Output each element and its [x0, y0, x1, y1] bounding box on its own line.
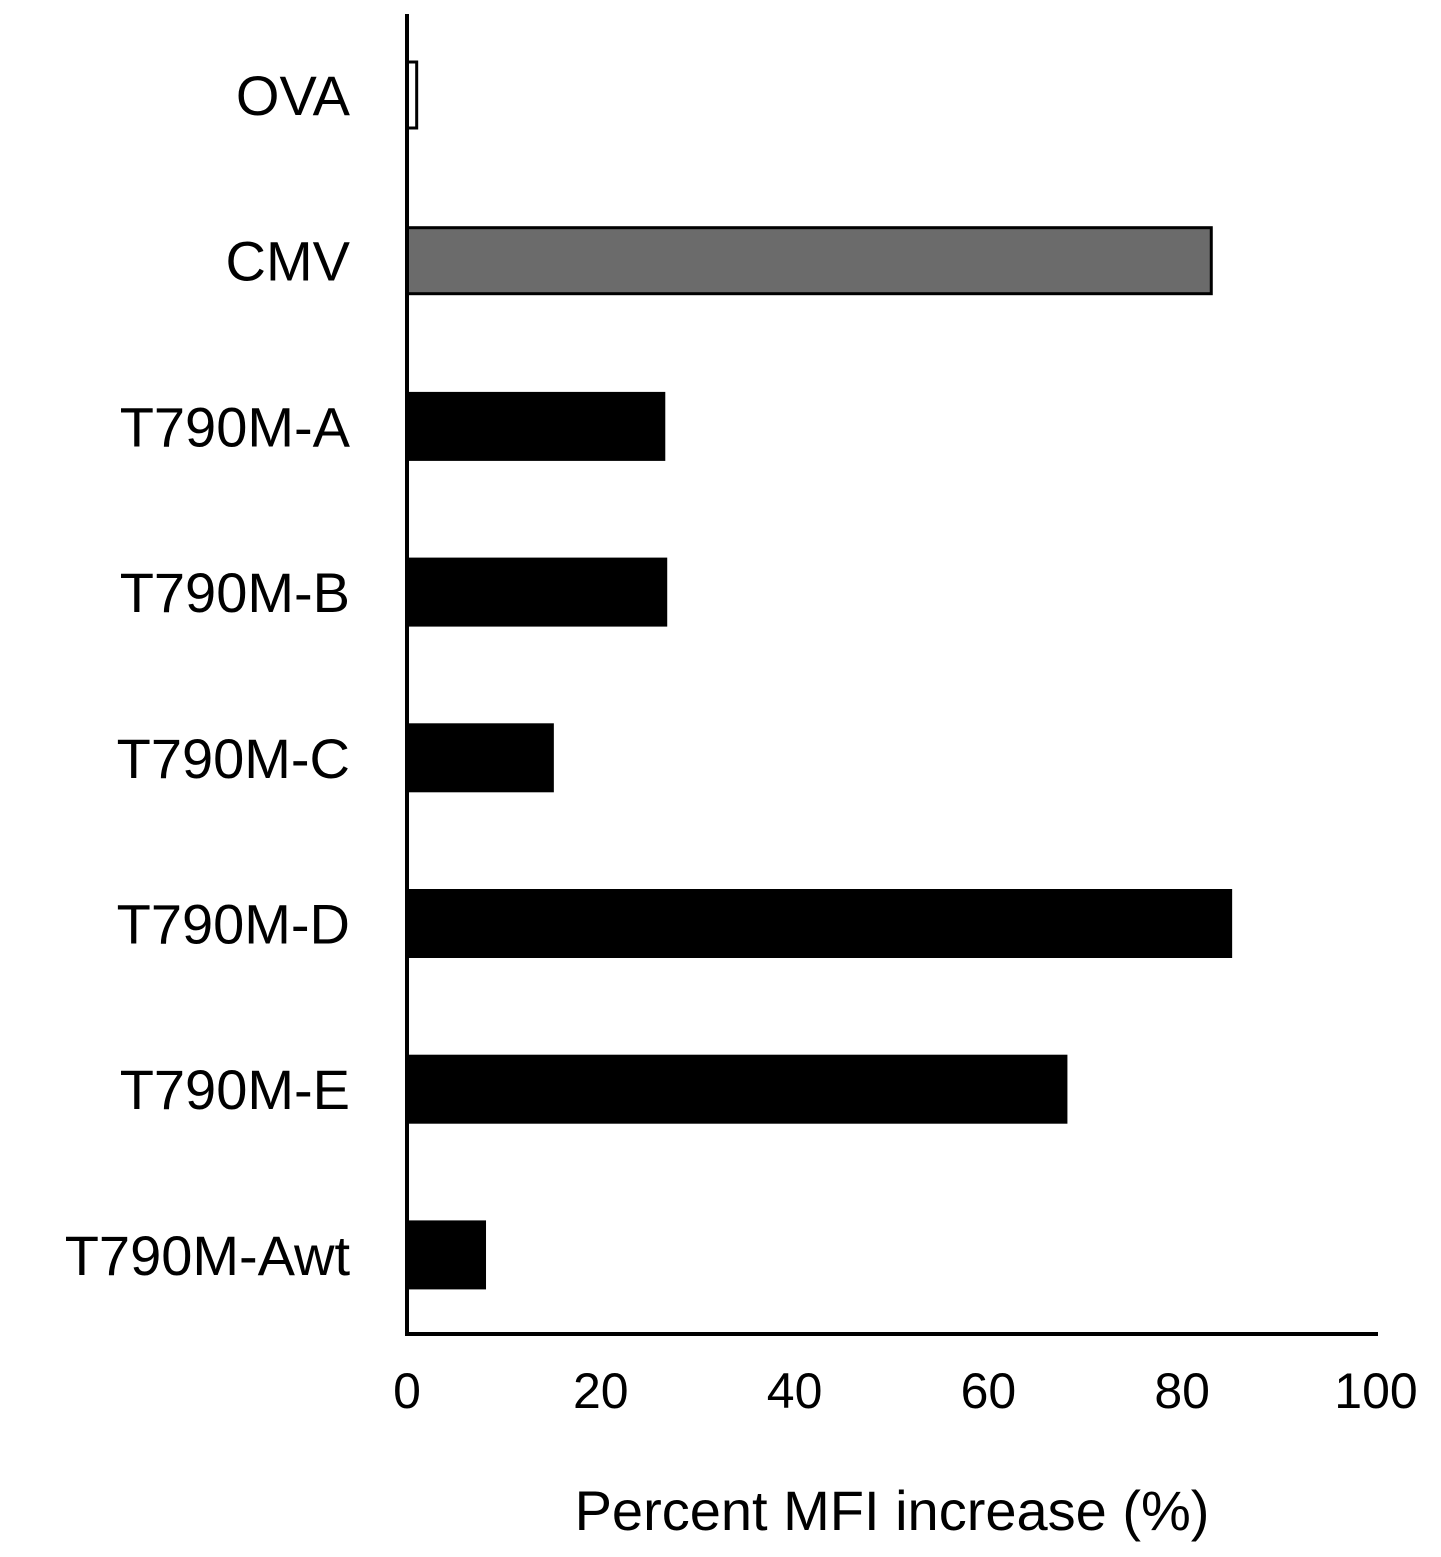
category-label-t790m-b: T790M-B	[120, 561, 350, 624]
x-tick-label: 20	[573, 1363, 629, 1419]
bar-t790m-b	[405, 557, 668, 627]
x-tick-label: 80	[1154, 1363, 1210, 1419]
category-label-t790m-awt: T790M-Awt	[65, 1224, 351, 1287]
category-label-cmv: CMV	[226, 230, 351, 293]
category-label-t790m-d: T790M-D	[117, 893, 350, 956]
bar-t790m-awt	[405, 1220, 487, 1290]
category-label-t790m-a: T790M-A	[120, 395, 351, 458]
x-axis-title: Percent MFI increase (%)	[575, 1479, 1210, 1542]
bar-t790m-e	[405, 1054, 1068, 1124]
x-tick-label: 100	[1334, 1363, 1417, 1419]
bars-group	[405, 60, 1233, 1290]
x-tick-label: 40	[767, 1363, 823, 1419]
x-tick-label: 60	[961, 1363, 1017, 1419]
bar-t790m-a	[405, 391, 666, 461]
bar-t790m-d	[405, 889, 1233, 958]
category-labels: OVA CMV T790M-A T790M-B T790M-C T790M-D T790M-…	[65, 64, 351, 1287]
x-tick-labels: 0 20 40 60 80 100	[393, 1363, 1418, 1419]
x-tick-label: 0	[393, 1363, 421, 1419]
bar-t790m-c	[405, 723, 554, 793]
category-label-t790m-c: T790M-C	[117, 727, 350, 790]
category-label-t790m-e: T790M-E	[120, 1058, 350, 1121]
bar-cmv	[405, 226, 1213, 296]
category-label-ova: OVA	[236, 64, 351, 127]
